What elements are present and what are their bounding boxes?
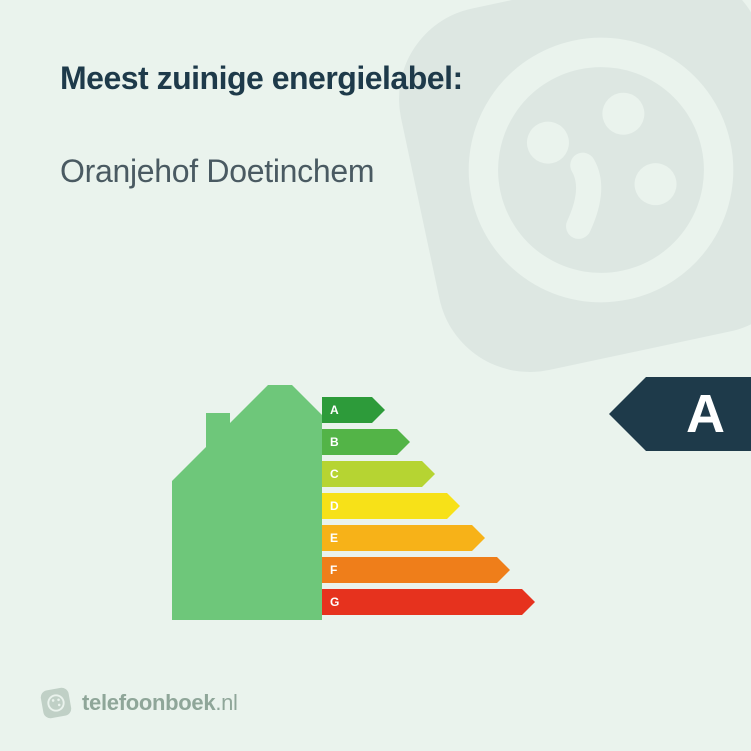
house-icon	[150, 385, 322, 620]
bar-label: E	[322, 525, 472, 551]
energy-bar-e: E	[322, 525, 522, 551]
bar-arrow-icon	[497, 557, 510, 583]
bar-arrow-icon	[397, 429, 410, 455]
bar-arrow-icon	[472, 525, 485, 551]
brand-text: telefoonboek.nl	[82, 690, 238, 716]
energy-bar-a: A	[322, 397, 522, 423]
brand-icon	[40, 687, 72, 719]
rating-letter: A	[686, 383, 725, 445]
bar-label: D	[322, 493, 447, 519]
energy-bar-f: F	[322, 557, 522, 583]
bar-label: F	[322, 557, 497, 583]
page-title: Meest zuinige energielabel:	[60, 60, 691, 97]
energy-bar-g: G	[322, 589, 522, 615]
bar-label: C	[322, 461, 422, 487]
rating-badge: A	[646, 377, 751, 451]
bar-label: A	[322, 397, 372, 423]
bar-arrow-icon	[447, 493, 460, 519]
footer-brand: telefoonboek.nl	[40, 687, 238, 719]
energy-bar-c: C	[322, 461, 522, 487]
badge-arrow-icon	[609, 377, 646, 451]
brand-name-light: .nl	[215, 690, 237, 715]
bar-arrow-icon	[422, 461, 435, 487]
brand-name-bold: telefoonboek	[82, 690, 215, 715]
bar-arrow-icon	[522, 589, 535, 615]
bar-label: B	[322, 429, 397, 455]
energy-bar-b: B	[322, 429, 522, 455]
energy-bars: ABCDEFG	[322, 397, 522, 621]
bar-arrow-icon	[372, 397, 385, 423]
energy-bar-d: D	[322, 493, 522, 519]
bar-label: G	[322, 589, 522, 615]
location-name: Oranjehof Doetinchem	[60, 153, 691, 190]
